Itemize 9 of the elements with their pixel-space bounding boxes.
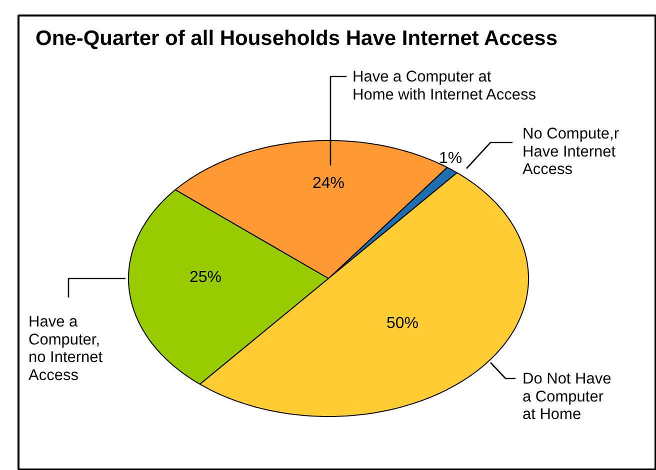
data-label: 50%	[386, 315, 419, 332]
slice-label: No Compute,r Have Internet Access	[522, 126, 619, 178]
slice-label: Have a Computer at Home with Internet Access	[352, 68, 536, 104]
data-label: 25%	[189, 269, 222, 286]
slice-label: Have a Computer, no Internet Access	[28, 314, 104, 384]
chart-title: One-Quarter of all Households Have Internet Access	[36, 27, 558, 50]
data-label: 24%	[312, 175, 345, 192]
data-label: 1%	[438, 150, 462, 167]
slice-label: Do Not Have a Computer at Home	[522, 370, 612, 424]
